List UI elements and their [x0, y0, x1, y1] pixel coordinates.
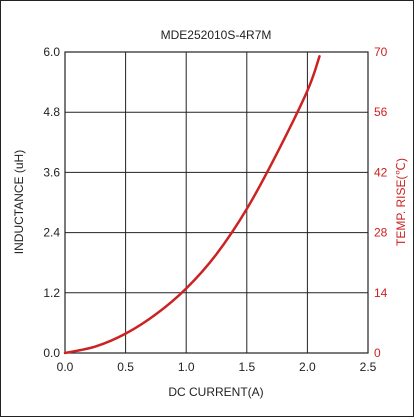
temp-rise-curve: [63, 55, 321, 355]
x-axis-label: DC CURRENT(A): [168, 385, 263, 399]
y-tick-label: 0.0: [43, 346, 60, 360]
chart-title: MDE252010S-4R7M: [161, 28, 272, 42]
x-tick-label: 1.5: [238, 360, 255, 374]
y2-axis-label: TEMP. RISE(℃): [394, 158, 408, 246]
plot-area: [64, 51, 369, 354]
y2-tick-label: 42: [374, 165, 388, 179]
y-axis-label: INDUCTANCE (uH): [12, 150, 26, 254]
x-tick-label: 2.0: [299, 360, 316, 374]
y2-tick-label: 28: [374, 226, 388, 240]
x-tick-label: 0.0: [57, 360, 74, 374]
y-tick-label: 1.2: [43, 286, 60, 300]
y2-tick-label: 0: [374, 346, 381, 360]
y2-tick-label: 56: [374, 105, 388, 119]
x-tick-label: 0.5: [117, 360, 134, 374]
y-tick-label: 4.8: [43, 105, 60, 119]
tick-labels: 0.0 0.5 1.0 1.5 2.0 2.5 0.0 1.2 2.4 3.6 4.8 6.0 0 14 2…: [43, 45, 387, 374]
y2-tick-label: 70: [374, 45, 388, 59]
x-tick-label: 2.5: [360, 360, 377, 374]
y-tick-label: 3.6: [43, 165, 60, 179]
y-tick-label: 2.4: [43, 226, 60, 240]
x-tick-label: 1.0: [178, 360, 195, 374]
y-tick-label: 6.0: [43, 45, 60, 59]
series-layer: [63, 55, 321, 355]
y2-tick-label: 14: [374, 286, 388, 300]
grid: [65, 52, 368, 353]
